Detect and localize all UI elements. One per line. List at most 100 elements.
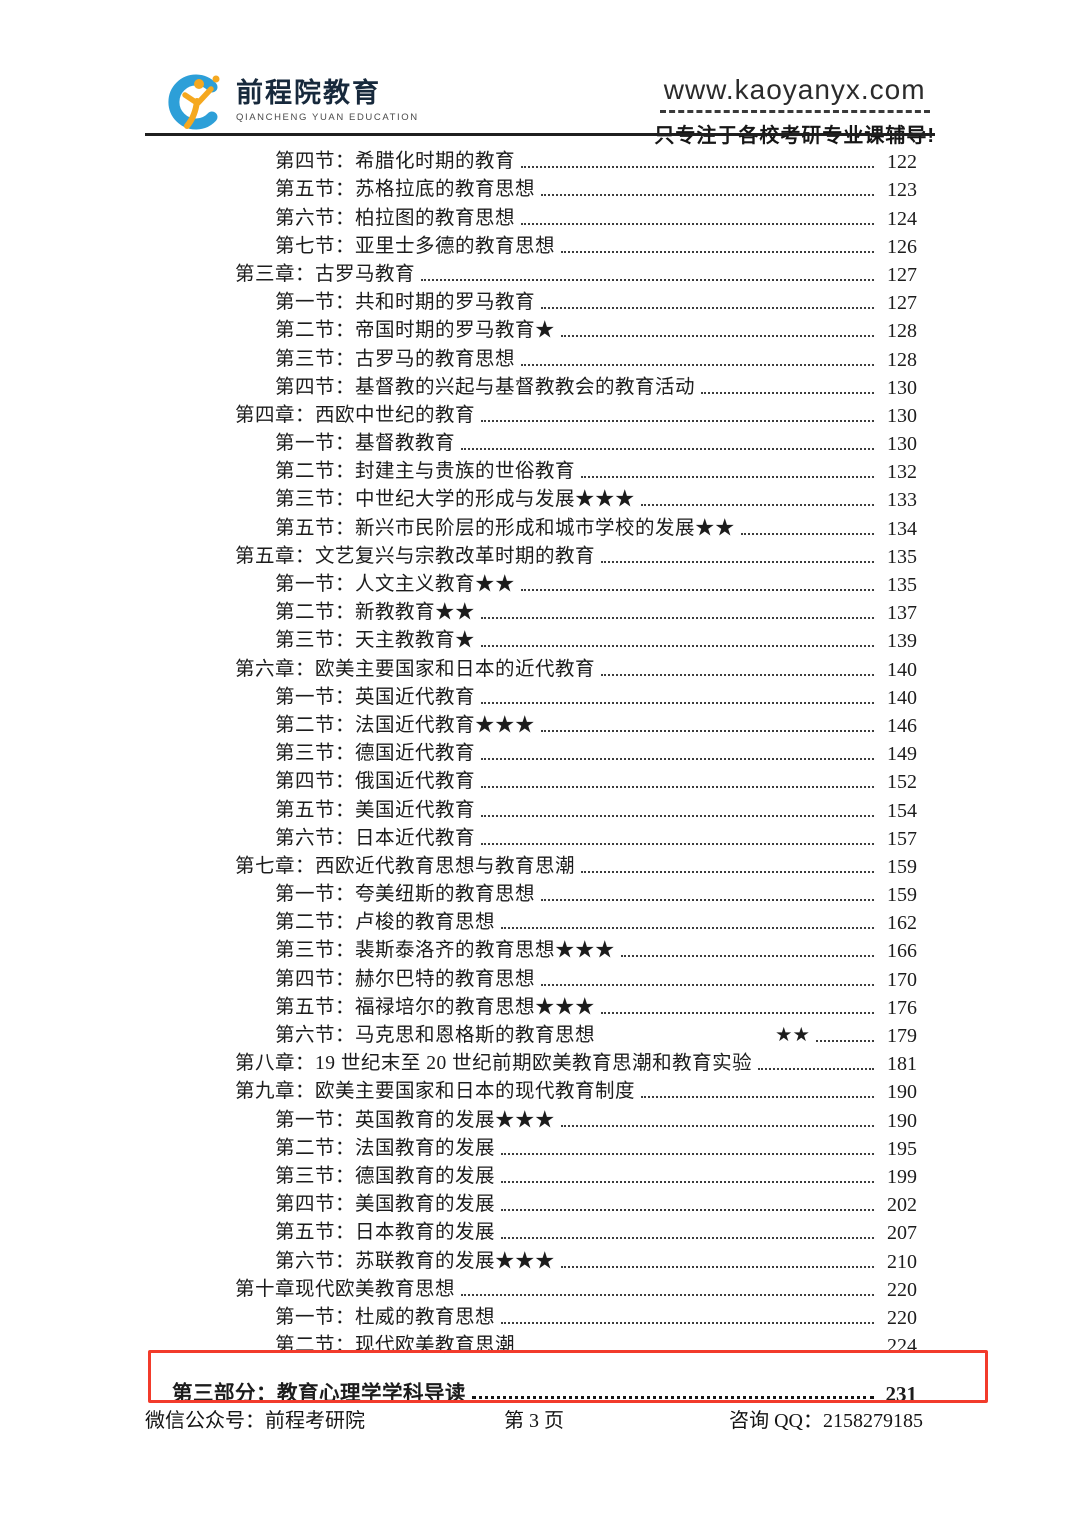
toc-entry-page: 157 xyxy=(887,827,917,850)
toc-entry-page: 154 xyxy=(887,799,917,822)
toc-entry: 第六节：马克思和恩格斯的教育思想 ★★ 179 xyxy=(145,1020,917,1048)
page-footer: 微信公众号：前程考研院 第 3 页 咨询 QQ：2158279185 xyxy=(145,1404,923,1433)
toc-entry: 第一节：英国近代教育 140 xyxy=(145,682,917,710)
dot-leader xyxy=(601,673,874,676)
dot-leader xyxy=(481,645,874,648)
toc-entry: 第六章：欧美主要国家和日本的近代教育 140 xyxy=(145,653,917,681)
toc-entry: 第九章：欧美主要国家和日本的现代教育制度 190 xyxy=(145,1076,917,1104)
toc-entry-label: 第二节：封建主与贵族的世俗教育 xyxy=(275,461,576,483)
footer-qq: 咨询 QQ：2158279185 xyxy=(729,1410,923,1432)
dot-leader xyxy=(561,250,874,253)
toc-entry-label: 第二节：帝国时期的罗马教育★ xyxy=(275,320,556,342)
toc-entry-label: 第一节：英国近代教育 xyxy=(275,686,476,708)
dot-leader xyxy=(641,1096,874,1099)
toc-entry-page: 231 xyxy=(885,1382,918,1407)
toc-entry-page: 190 xyxy=(887,1109,917,1132)
toc-entry-label: 第四节：俄国近代教育 xyxy=(275,771,476,793)
toc-entry-page: 126 xyxy=(887,235,917,258)
toc-entry: 第十章现代欧美教育思想 220 xyxy=(145,1274,917,1302)
toc-entry: 第一节：基督教教育 130 xyxy=(145,428,917,456)
dot-leader xyxy=(481,758,874,761)
dot-leader xyxy=(481,617,874,620)
dot-leader xyxy=(472,1396,874,1400)
dot-leader xyxy=(461,448,874,451)
toc-entry: 第五章：文艺复兴与宗教改革时期的教育 135 xyxy=(145,541,917,569)
toc-entry-label: 第四节：希腊化时期的教育 xyxy=(275,151,516,173)
dot-leader xyxy=(541,194,874,197)
toc-entry-page: 127 xyxy=(887,292,917,315)
toc-entry-label: 第六节：马克思和恩格斯的教育思想 xyxy=(275,1025,596,1046)
toc-entry-page: 133 xyxy=(887,489,917,512)
toc-entry: 第一节：人文主义教育★★ 135 xyxy=(145,569,917,597)
toc-entry-label: 第二节：新教教育★★ xyxy=(275,602,476,624)
toc-entry-page: 159 xyxy=(887,884,917,907)
toc-entry-page: 132 xyxy=(887,461,917,484)
dot-leader xyxy=(741,532,874,535)
toc-entry-label: 第一节：基督教教育 xyxy=(275,433,456,455)
dot-leader xyxy=(501,1209,874,1212)
dot-leader xyxy=(581,870,874,873)
toc-entry: 第二节：卢梭的教育思想 162 xyxy=(145,907,917,935)
toc-entry-page: 166 xyxy=(887,940,917,963)
toc-entry-label: 第七节：亚里士多德的教育思想 xyxy=(275,235,556,257)
toc-entry-label: 第八章：19 世纪末至 20 世纪前期欧美教育思潮和教育实验 xyxy=(235,1053,753,1075)
dot-leader xyxy=(521,363,874,366)
toc-entry-label: 第三章：古罗马教育 xyxy=(235,263,416,285)
dot-leader xyxy=(561,335,874,338)
toc-entry: 第五节：苏格拉底的教育思想 123 xyxy=(145,174,917,202)
toc-entry-label: 第五节：日本教育的发展 xyxy=(275,1222,496,1244)
toc-entry-label: 第四章：西欧中世纪的教育 xyxy=(235,404,476,426)
dot-leader xyxy=(541,729,874,732)
dot-leader xyxy=(621,955,874,958)
dot-leader xyxy=(501,1152,874,1155)
dot-leader xyxy=(816,1040,874,1042)
toc-entry: 第三节：中世纪大学的形成与发展★★★ 133 xyxy=(145,484,917,512)
toc-entry: 第一节：夸美纽斯的教育思想 159 xyxy=(145,879,917,907)
toc-entry: 第五节：美国近代教育 154 xyxy=(145,794,917,822)
toc-entry-label: 第五节：福禄培尔的教育思想★★★ xyxy=(275,996,596,1018)
dot-leader xyxy=(481,701,874,704)
dot-leader xyxy=(561,1124,874,1127)
toc-entry-label: 第二节：法国教育的发展 xyxy=(275,1137,496,1159)
toc-entry-label: 第三节：中世纪大学的形成与发展★★★ xyxy=(275,489,636,511)
toc-entry: 第二节：帝国时期的罗马教育★ 128 xyxy=(145,315,917,343)
dot-leader xyxy=(521,589,874,591)
toc-entry: 第二节：封建主与贵族的世俗教育 132 xyxy=(145,456,917,484)
toc-entry-page: 195 xyxy=(887,1137,917,1160)
toc-entry-label: 第四节：赫尔巴特的教育思想 xyxy=(275,968,536,990)
toc-entry: 第五节：日本教育的发展 207 xyxy=(145,1217,917,1245)
toc-entry: 第一节：杜威的教育思想 220 xyxy=(145,1302,917,1330)
toc-entry-page: 135 xyxy=(887,574,917,596)
toc-entry-page: 159 xyxy=(887,855,917,878)
toc-entry-page: 140 xyxy=(887,686,917,709)
toc-entry-page: 149 xyxy=(887,743,917,766)
toc-entry-label: 第十章现代欧美教育思想 xyxy=(235,1278,456,1300)
toc-entry: 第二节：现代欧美教育思潮 224 xyxy=(145,1330,917,1358)
dot-leader xyxy=(601,560,874,563)
toc-entry-page: 176 xyxy=(887,996,917,1019)
toc-entry-label: 第三节：德国教育的发展 xyxy=(275,1165,496,1187)
toc-entry-label: 第五章：文艺复兴与宗教改革时期的教育 xyxy=(235,545,596,567)
toc-entry: 第三节：德国近代教育 149 xyxy=(145,738,917,766)
toc-entry-label: 第三部分：教育心理学学科导读 xyxy=(172,1383,466,1406)
toc-entry-label: 第一节：英国教育的发展★★★ xyxy=(275,1109,556,1131)
toc-entry-page: 127 xyxy=(887,263,917,286)
toc-entry-label: 第一节：杜威的教育思想 xyxy=(275,1306,496,1328)
footer-wechat: 微信公众号：前程考研院 xyxy=(145,1410,365,1432)
dot-leader xyxy=(601,1011,874,1014)
brand-name-en: QIANCHENG YUAN EDUCATION xyxy=(236,111,419,123)
toc-entry-page: 179 xyxy=(887,1025,917,1047)
dot-leader xyxy=(758,1068,874,1071)
toc-entry: 第五节：新兴市民阶层的形成和城市学校的发展★★ 134 xyxy=(145,512,917,540)
toc-entry-label: 第四节：美国教育的发展 xyxy=(275,1194,496,1216)
toc-entry: 第六节：苏联教育的发展★★★ 210 xyxy=(145,1245,917,1273)
header-slogan: 只专注于各校考研专业课辅导! xyxy=(654,125,935,147)
dot-leader xyxy=(701,391,874,394)
toc-entry-page: 124 xyxy=(887,207,917,230)
toc-entry-label: 第三节：天主教教育★ xyxy=(275,630,476,652)
toc-entry-label: 第五节：美国近代教育 xyxy=(275,799,476,821)
brand-name-cn: 前程院教育 xyxy=(236,77,381,108)
dot-leader xyxy=(561,1265,874,1268)
toc-entry-page: 162 xyxy=(887,912,917,935)
